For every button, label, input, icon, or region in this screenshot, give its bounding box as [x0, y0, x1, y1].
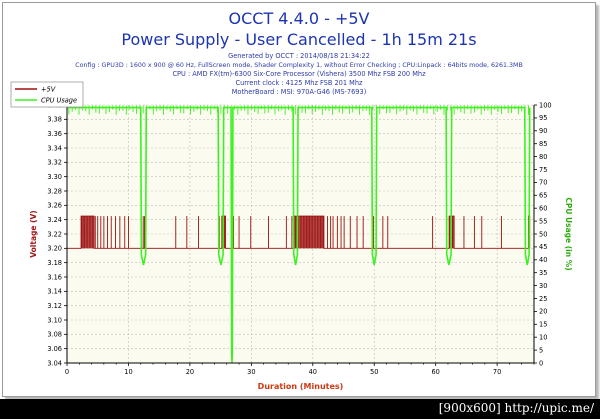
legend-box: [10, 81, 84, 108]
y-left-tick-label: 3.14: [47, 288, 62, 296]
y-right-tick-label: 75: [539, 166, 547, 174]
y-right-tick-label: 60: [539, 205, 547, 213]
y-right-tick-label: 10: [539, 334, 547, 342]
info-line-motherboard: MotherBoard : MSI: 970A-G46 (MS-7693): [232, 88, 367, 96]
y-right-tick-label: 65: [539, 192, 547, 200]
x-axis-label: Duration (Minutes): [258, 382, 344, 391]
y-left-tick-label: 3.22: [47, 230, 62, 238]
series-layer: [67, 105, 531, 364]
image-host-footer: [900x600] http://upic.me/: [0, 399, 600, 419]
y-right-tick-label: 25: [539, 295, 547, 303]
info-line-generated: Generated by OCCT : 2014/08/18 21:34:22: [228, 52, 370, 60]
y-right-tick-label: 40: [539, 256, 547, 264]
x-tick-label: 0: [65, 368, 69, 376]
y-left-tick-label: 3.32: [47, 159, 62, 167]
y-right-tick-label: 80: [539, 153, 547, 161]
info-block: Generated by OCCT : 2014/08/18 21:34:22 …: [75, 52, 523, 96]
legend-label-voltage: +5V: [41, 86, 56, 94]
y-left-tick-label: 3.28: [47, 187, 62, 195]
info-line-cpu: CPU : AMD FX(tm)-6300 Six-Core Processor…: [172, 70, 426, 78]
legend: +5V CPU Usage: [10, 81, 84, 108]
tick-layer: 3.04 3.06 3.08 3.10 3.12 3.14 3.16 3.18 3.20 3.22…: [47, 101, 551, 376]
y-right-tick-label: 5: [539, 346, 543, 354]
y-left-tick-label: 3.08: [47, 331, 62, 339]
y-right-tick-label: 0: [539, 359, 543, 367]
y-left-tick-label: 3.24: [47, 216, 62, 224]
x-tick-label: 20: [186, 368, 194, 376]
y-right-tick-label: 90: [539, 127, 547, 135]
y-axis-left-label: Voltage (V): [29, 210, 38, 258]
y-left-tick-label: 3.36: [47, 130, 62, 138]
y-right-tick-label: 85: [539, 140, 547, 148]
x-tick-label: 10: [124, 368, 132, 376]
y-left-tick-label: 3.30: [47, 173, 62, 181]
y-right-tick-label: 15: [539, 321, 547, 329]
info-line-config: Config : GPU3D : 1600 x 900 @ 60 Hz, Ful…: [75, 61, 523, 69]
y-right-tick-label: 30: [539, 282, 547, 290]
chart-subtitle: Power Supply - User Cancelled - 1h 15m 2…: [121, 30, 476, 49]
info-line-clock: Current clock : 4125 Mhz FSB 201 Mhz: [235, 79, 363, 87]
x-tick-label: 70: [493, 368, 501, 376]
x-tick-label: 30: [247, 368, 255, 376]
y-right-tick-label: 45: [539, 243, 547, 251]
y-left-tick-label: 3.38: [47, 116, 62, 124]
series-cpu-usage-line: [67, 106, 531, 364]
y-left-tick-label: 3.18: [47, 259, 62, 267]
y-axis-right-label: CPU Usage (in %): [564, 197, 573, 270]
y-left-tick-label: 3.34: [47, 144, 62, 152]
legend-label-cpu-usage: CPU Usage: [41, 97, 77, 105]
occt-chart: OCCT 4.4.0 - +5V Power Supply - User Can…: [10, 9, 573, 391]
footer-text: [900x600] http://upic.me/: [438, 401, 594, 415]
y-right-tick-label: 35: [539, 269, 547, 277]
y-left-tick-label: 3.16: [47, 273, 62, 281]
y-left-tick-label: 3.20: [47, 245, 62, 253]
chart-title: OCCT 4.4.0 - +5V: [229, 9, 370, 28]
y-left-tick-label: 3.06: [47, 345, 62, 353]
y-right-tick-label: 95: [539, 114, 547, 122]
y-left-tick-label: 3.10: [47, 316, 62, 324]
x-tick-label: 40: [309, 368, 317, 376]
y-right-tick-label: 100: [539, 101, 552, 109]
y-left-tick-label: 3.04: [47, 359, 62, 367]
chart-card: OCCT 4.4.0 - +5V Power Supply - User Can…: [2, 2, 596, 397]
y-right-tick-label: 70: [539, 179, 547, 187]
x-tick-label: 60: [431, 368, 439, 376]
y-left-tick-label: 3.26: [47, 202, 62, 210]
y-right-tick-label: 50: [539, 230, 547, 238]
y-right-tick-label: 55: [539, 217, 547, 225]
x-tick-label: 50: [370, 368, 378, 376]
y-right-tick-label: 20: [539, 308, 547, 316]
y-left-tick-label: 3.12: [47, 302, 62, 310]
